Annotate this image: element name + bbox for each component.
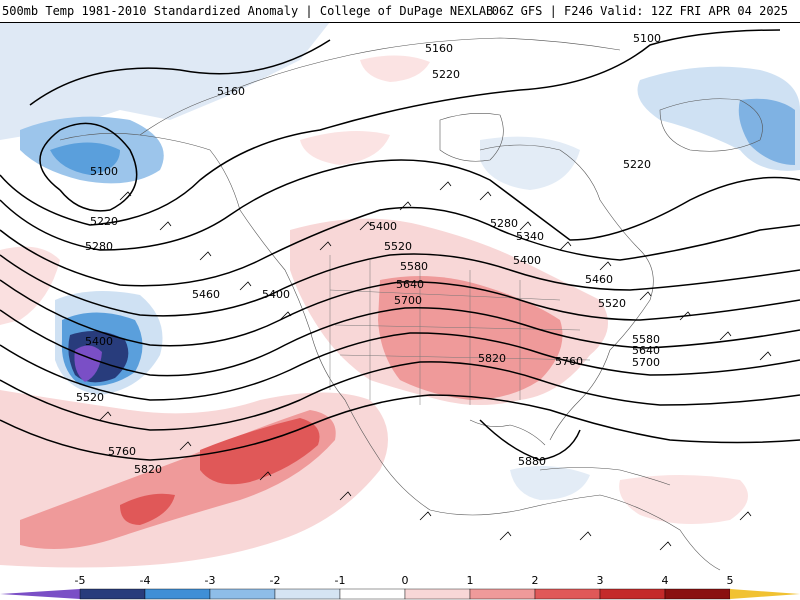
- model-run-info: 06Z GFS | F246 Valid: 12Z FRI APR 04 202…: [491, 4, 788, 18]
- color-bar-cap-left: [0, 589, 80, 599]
- color-bar-band: [274, 588, 341, 600]
- contour-labels: 5160 5100 5160 5220 5100 5220 5220 5280 …: [76, 32, 661, 476]
- map-header: 500mb Temp 1981-2010 Standardized Anomal…: [0, 0, 800, 23]
- contour-label: 5400: [85, 335, 113, 348]
- weather-map: 5160 5100 5160 5220 5100 5220 5220 5280 …: [0, 22, 800, 572]
- contour-label: 5760: [555, 355, 583, 368]
- color-bar-tick-label: -2: [269, 574, 281, 587]
- color-bar-tick-label: 2: [531, 574, 539, 587]
- color-bar-tick-label: -5: [74, 574, 86, 587]
- contour-label: 5220: [623, 158, 651, 171]
- color-bar-band: [469, 588, 536, 600]
- color-bar-band: [209, 588, 276, 600]
- contour-label: 5160: [425, 42, 453, 55]
- cold-anomaly-shading: [0, 22, 800, 500]
- contour-label: 5820: [478, 352, 506, 365]
- color-bar-tick-label: 3: [596, 574, 604, 587]
- coastlines: [59, 37, 763, 571]
- color-bar-band: [404, 588, 471, 600]
- contour-label: 5460: [585, 273, 613, 286]
- color-bar-band: [339, 588, 406, 600]
- contour-label: 5760: [108, 445, 136, 458]
- contour-label: 5520: [384, 240, 412, 253]
- warm-anomaly-shading: [0, 55, 748, 568]
- color-bar-tick-label: 0: [401, 574, 409, 587]
- contour-label: 5820: [134, 463, 162, 476]
- contour-label: 5280: [490, 217, 518, 230]
- contour-label: 5400: [369, 220, 397, 233]
- contour-label: 5160: [217, 85, 245, 98]
- contour-label: 5400: [513, 254, 541, 267]
- contour-label: 5520: [76, 391, 104, 404]
- color-bar-band: [144, 588, 211, 600]
- color-bar-tick-label: -1: [334, 574, 346, 587]
- height-contours: [0, 29, 800, 461]
- color-bar-tick-label: -4: [139, 574, 151, 587]
- color-bar-band: [534, 588, 601, 600]
- color-bar-band: [79, 588, 146, 600]
- contour-label: 5220: [90, 215, 118, 228]
- color-bar-band: [664, 588, 731, 600]
- color-bar-tick-label: 1: [466, 574, 474, 587]
- color-bar-tick-label: -3: [204, 574, 216, 587]
- contour-label: 5700: [632, 356, 660, 369]
- anomaly-color-scale: -5 -4 -3 -2 -1 0 1 2 3 4 5: [0, 572, 800, 600]
- contour-label: 5640: [396, 278, 424, 291]
- contour-label: 5580: [632, 333, 660, 346]
- contour-label: 5400: [262, 288, 290, 301]
- wind-barbs: [99, 181, 772, 551]
- contour-label: 5460: [192, 288, 220, 301]
- contour-label: 5700: [394, 294, 422, 307]
- color-bar-tick-label: 4: [661, 574, 669, 587]
- map-title: 500mb Temp 1981-2010 Standardized Anomal…: [2, 4, 494, 18]
- contour-label: 5880: [518, 455, 546, 468]
- color-bar-band: [599, 588, 666, 600]
- contour-label: 5580: [400, 260, 428, 273]
- color-bar-tick-label: 5: [726, 574, 734, 587]
- contour-label: 5280: [85, 240, 113, 253]
- contour-label: 5520: [598, 297, 626, 310]
- color-bar: [0, 588, 800, 600]
- contour-label: 5640: [632, 344, 660, 357]
- contour-label: 5340: [516, 230, 544, 243]
- contour-label: 5220: [432, 68, 460, 81]
- contour-label: 5100: [633, 32, 661, 45]
- contour-label: 5100: [90, 165, 118, 178]
- color-bar-cap-right: [730, 589, 800, 599]
